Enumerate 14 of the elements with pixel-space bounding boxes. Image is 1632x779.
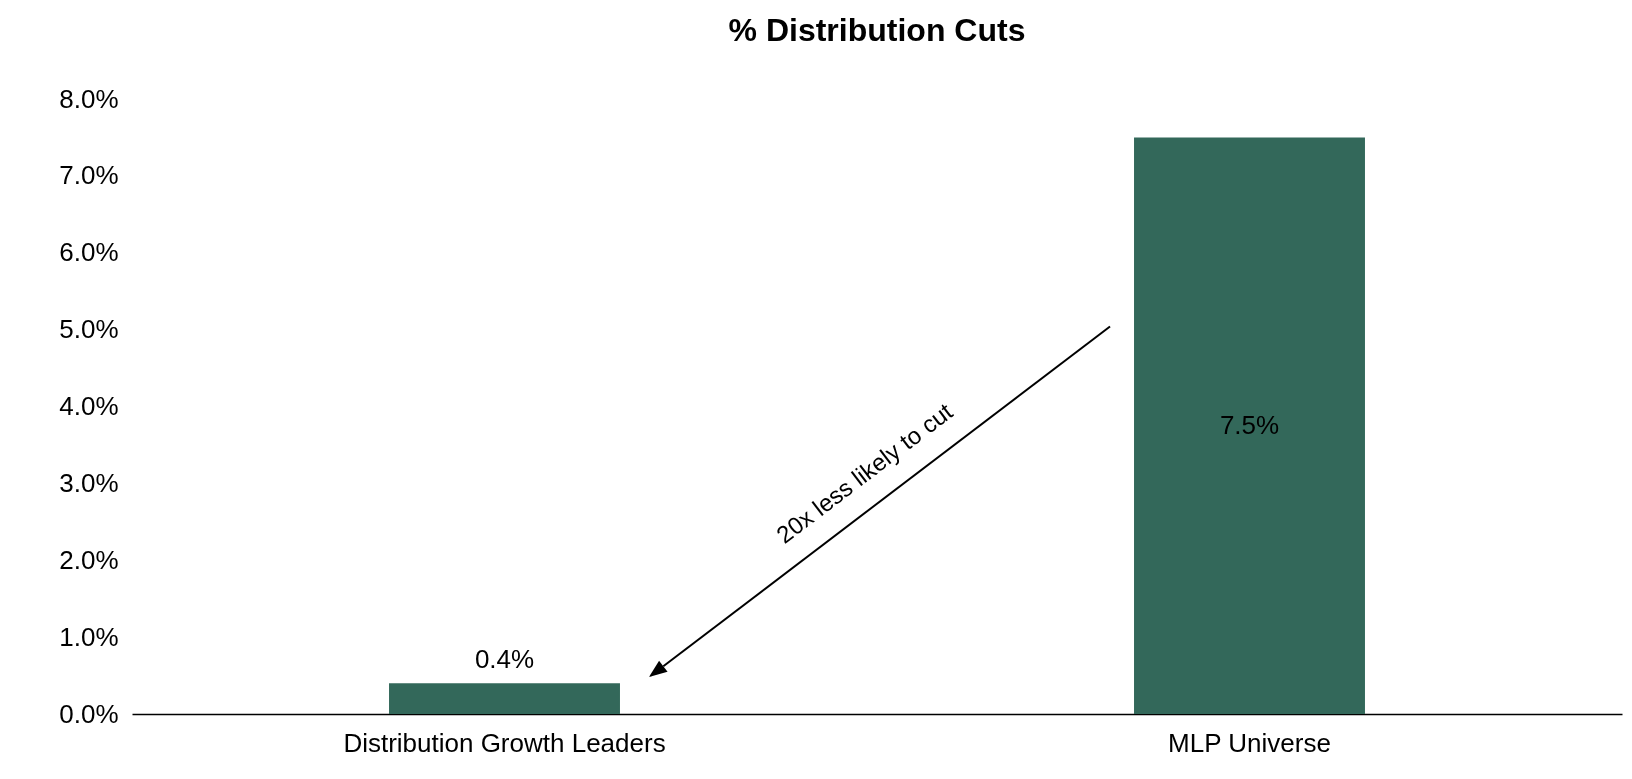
y-tick-label: 1.0% xyxy=(59,621,119,652)
y-tick-label: 2.0% xyxy=(59,544,119,575)
x-tick-label: Distribution Growth Leaders xyxy=(343,727,666,758)
chart-title: % Distribution Cuts xyxy=(728,12,1026,48)
x-tick-label: MLP Universe xyxy=(1168,727,1331,758)
data-label: 7.5% xyxy=(1219,409,1280,440)
y-tick-label: 6.0% xyxy=(59,237,119,268)
y-tick-label: 7.0% xyxy=(59,160,119,191)
y-tick-label: 8.0% xyxy=(59,83,119,114)
data-label: 0.4% xyxy=(474,644,535,675)
y-tick-label: 5.0% xyxy=(59,314,119,345)
y-tick-label: 4.0% xyxy=(59,391,119,421)
y-tick-label: 0.0% xyxy=(59,698,119,729)
y-tick-label: 3.0% xyxy=(59,467,119,498)
